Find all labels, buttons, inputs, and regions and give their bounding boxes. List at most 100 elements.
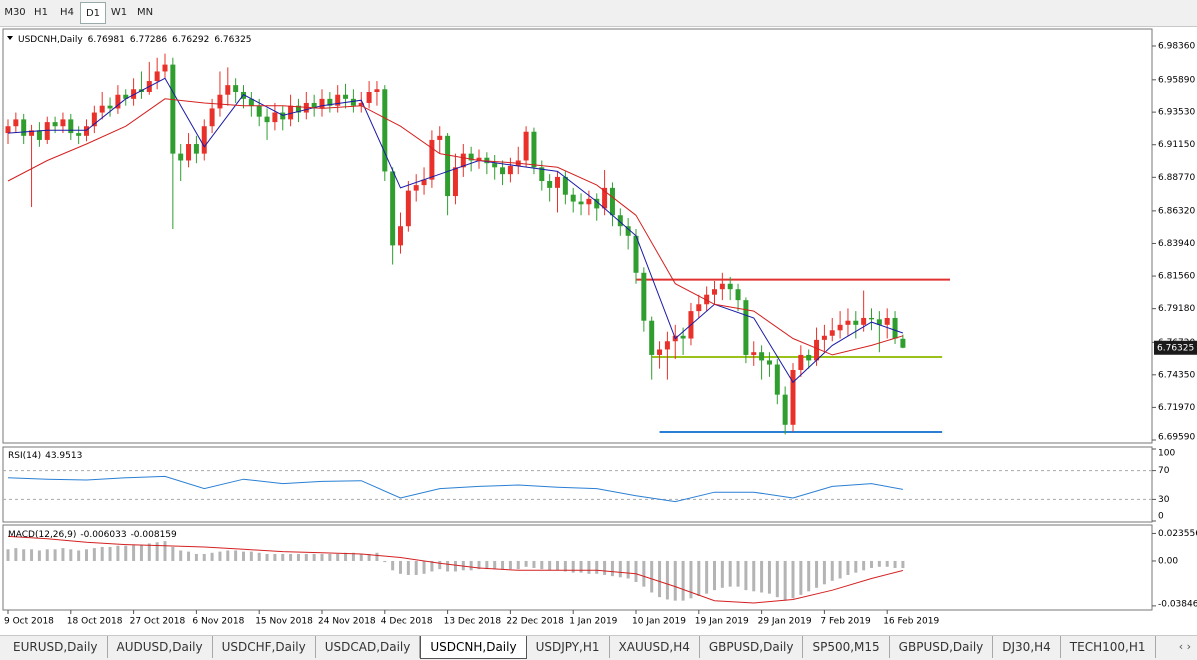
macd-bar xyxy=(752,560,756,592)
macd-bar xyxy=(705,560,709,594)
rsi-name: RSI(14) xyxy=(8,451,41,461)
candle-body xyxy=(413,185,419,191)
candle-body xyxy=(766,360,772,365)
chart-tab[interactable]: GBPUSD,Daily xyxy=(700,636,804,658)
macd-bar xyxy=(281,553,285,561)
chart-tab[interactable]: USDCHF,Daily xyxy=(213,636,316,658)
y-tick-label: 6.93530 xyxy=(1158,108,1195,118)
candle-body xyxy=(641,272,647,321)
panel-frame xyxy=(2,446,1153,523)
candle-body xyxy=(5,126,11,134)
candle-body xyxy=(892,317,898,339)
candle-body xyxy=(680,335,686,339)
macd-bar xyxy=(336,553,340,561)
y-tick-label: 6.95890 xyxy=(1158,75,1195,85)
macd-bar xyxy=(171,546,175,561)
candle-body xyxy=(162,64,168,72)
candle-body xyxy=(201,126,207,154)
candle-body xyxy=(821,335,827,340)
candle-body xyxy=(492,163,498,168)
macd-bar xyxy=(901,560,905,569)
chart-tab[interactable]: USDCNH,Daily xyxy=(420,636,527,659)
timeframe-toolbar: M30 H1 H4 D1 W1 MN xyxy=(0,0,1197,27)
candle-body xyxy=(445,135,451,197)
timeframe-button[interactable]: W1 xyxy=(110,7,128,18)
candle-body xyxy=(123,94,129,99)
macd-bar xyxy=(799,560,803,595)
candle-body xyxy=(248,98,254,106)
candle-body xyxy=(900,338,906,348)
macd-bar xyxy=(61,548,65,561)
chart-background xyxy=(0,27,1197,635)
candle-body xyxy=(311,102,317,109)
candle-body xyxy=(233,85,239,92)
timeframe-button[interactable]: M30 xyxy=(4,7,26,18)
macd-bar xyxy=(383,560,387,563)
candle-body xyxy=(295,105,301,113)
macd-bar xyxy=(234,550,238,561)
candle-body xyxy=(570,194,576,202)
chart-tab[interactable]: EURUSD,Daily xyxy=(4,636,108,658)
header-arrow xyxy=(7,36,13,40)
chart-tab[interactable]: XAUUSD,H4 xyxy=(610,636,700,658)
macd-bar xyxy=(791,560,795,599)
macd-bar xyxy=(14,548,18,561)
macd-bar xyxy=(870,560,873,568)
macd-bar xyxy=(139,544,143,561)
macd-bar xyxy=(344,552,348,561)
candle-body xyxy=(476,157,482,161)
macd-bar xyxy=(446,560,450,572)
macd-bar xyxy=(595,560,599,574)
macd-bar xyxy=(697,560,701,596)
macd-bar xyxy=(226,550,230,561)
macd-bar xyxy=(422,560,426,574)
x-tick-label: 27 Oct 2018 xyxy=(130,617,186,627)
macd-bar xyxy=(516,560,520,570)
candle-body xyxy=(99,105,105,113)
macd-bar xyxy=(430,560,434,572)
timeframe-button[interactable]: MN xyxy=(136,7,154,18)
macd-bar xyxy=(720,560,724,588)
chart-tab[interactable]: AUDUSD,Daily xyxy=(108,636,213,658)
ohlc-value: 6.76981 xyxy=(88,35,125,45)
macd-bar xyxy=(524,560,528,567)
timeframe-button[interactable]: H1 xyxy=(34,7,48,18)
timeframe-button[interactable]: H4 xyxy=(60,7,74,18)
candle-body xyxy=(460,153,466,168)
candle-body xyxy=(774,364,780,395)
macd-bar xyxy=(767,560,771,594)
y-tick-label: 6.86320 xyxy=(1158,206,1195,216)
chart-tab[interactable]: DJ30,H4 xyxy=(993,636,1061,658)
macd-bar xyxy=(320,553,324,561)
x-tick-label: 4 Dec 2018 xyxy=(381,617,433,627)
candle-body xyxy=(76,133,82,136)
chart-tab[interactable]: TECH100,H1 xyxy=(1061,636,1156,658)
macd-header: MACD(12,26,9) -0.006033 -0.008159 xyxy=(8,530,177,540)
chart-tab[interactable]: GBPUSD,Daily xyxy=(890,636,994,658)
macd-bar xyxy=(775,560,779,598)
y-tick-label: 6.83940 xyxy=(1158,239,1195,249)
tab-scroll[interactable]: ‹ › xyxy=(1172,636,1197,658)
candle-body xyxy=(845,320,851,325)
candle-body xyxy=(523,131,529,161)
candle-body xyxy=(727,283,733,290)
macd-bar xyxy=(548,560,552,571)
candle-body xyxy=(115,94,121,109)
candle-body xyxy=(68,119,74,134)
macd-bar xyxy=(587,560,591,574)
candle-body xyxy=(814,339,820,361)
x-tick-label: 16 Feb 2019 xyxy=(883,617,939,627)
chart-tab[interactable]: SP500,M15 xyxy=(803,636,890,658)
y-tick-label: 30 xyxy=(1158,495,1170,505)
ohlc-value: 6.76325 xyxy=(214,35,251,45)
chart-tab[interactable]: USDJPY,H1 xyxy=(527,636,610,658)
macd-bar xyxy=(650,560,654,593)
chart-tab[interactable]: USDCAD,Daily xyxy=(316,636,421,658)
price-tag xyxy=(1154,340,1197,355)
candle-body xyxy=(91,112,97,127)
x-tick-label: 19 Jan 2019 xyxy=(695,617,749,627)
candle-body xyxy=(704,294,710,305)
price-tag-label: 6.76325 xyxy=(1157,343,1194,353)
timeframe-button[interactable]: D1 xyxy=(80,2,106,24)
